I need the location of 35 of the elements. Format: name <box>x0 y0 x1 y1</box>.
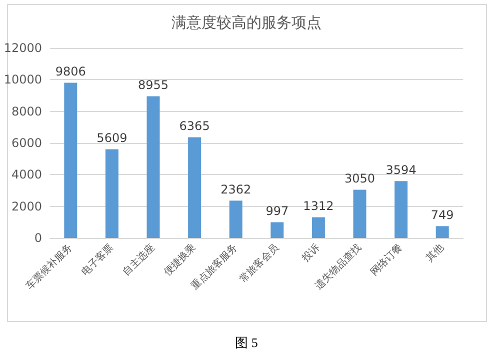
data-label: 8955 <box>138 78 169 92</box>
data-label: 5609 <box>96 131 128 146</box>
y-tick-label: 2000 <box>11 199 42 214</box>
bar <box>353 190 366 238</box>
data-label: 2362 <box>220 182 252 197</box>
data-label: 749 <box>430 208 454 222</box>
data-label: 3050 <box>344 172 376 186</box>
bar <box>188 137 202 238</box>
x-tick-label: 电子客票 <box>79 241 116 278</box>
x-tick-label: 其他 <box>424 241 446 264</box>
bar <box>270 222 284 238</box>
caption: 图 5 <box>234 334 259 352</box>
x-tick-label: 便捷换乘 <box>162 241 198 278</box>
bar <box>146 96 160 238</box>
bar <box>64 82 78 238</box>
data-label: 6365 <box>179 119 210 134</box>
x-tick-label: 网络订餐 <box>368 241 405 278</box>
y-tick-label: 6000 <box>11 136 42 150</box>
bar <box>394 181 408 238</box>
bar <box>229 200 242 238</box>
data-label: 997 <box>266 204 289 218</box>
data-label: 1312 <box>303 199 334 214</box>
y-tick-label: 8000 <box>11 104 42 118</box>
x-tick-label: 自主选座 <box>120 241 158 278</box>
chart-title: 满意度较高的服务项点 <box>172 14 322 32</box>
y-tick-label: 10000 <box>4 72 42 87</box>
y-tick-label: 12000 <box>4 41 42 55</box>
bar <box>436 226 449 238</box>
x-tick-label: 投诉 <box>299 241 322 265</box>
x-tick-label: 常旅客会员 <box>237 241 282 286</box>
data-label: 9806 <box>55 64 86 79</box>
y-tick-label: 4000 <box>11 168 42 182</box>
bar <box>312 217 325 238</box>
bar <box>105 149 118 238</box>
data-label: 3594 <box>386 163 416 178</box>
